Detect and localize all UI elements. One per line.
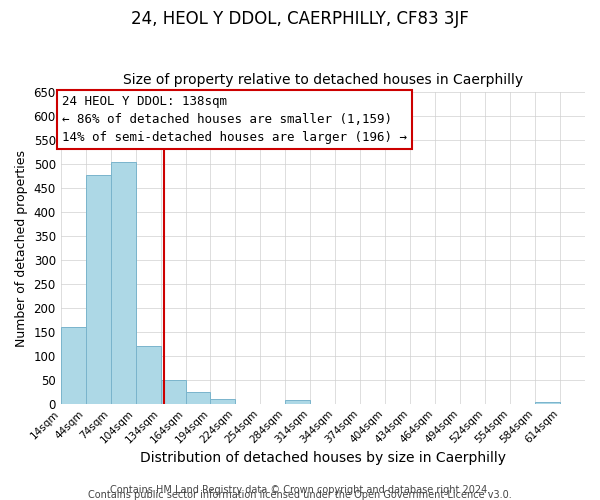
Bar: [136, 346, 161, 404]
Bar: [161, 380, 185, 404]
Y-axis label: Number of detached properties: Number of detached properties: [15, 150, 28, 346]
Text: 24 HEOL Y DDOL: 138sqm
← 86% of detached houses are smaller (1,159)
14% of semi-: 24 HEOL Y DDOL: 138sqm ← 86% of detached…: [62, 94, 407, 144]
X-axis label: Distribution of detached houses by size in Caerphilly: Distribution of detached houses by size …: [140, 451, 506, 465]
Bar: [110, 162, 136, 404]
Text: Contains HM Land Registry data © Crown copyright and database right 2024.: Contains HM Land Registry data © Crown c…: [110, 485, 490, 495]
Text: 24, HEOL Y DDOL, CAERPHILLY, CF83 3JF: 24, HEOL Y DDOL, CAERPHILLY, CF83 3JF: [131, 10, 469, 28]
Bar: [185, 392, 211, 404]
Bar: [286, 400, 310, 404]
Bar: [211, 399, 235, 404]
Bar: [61, 327, 86, 404]
Bar: [86, 174, 110, 404]
Title: Size of property relative to detached houses in Caerphilly: Size of property relative to detached ho…: [123, 73, 523, 87]
Text: Contains public sector information licensed under the Open Government Licence v3: Contains public sector information licen…: [88, 490, 512, 500]
Bar: [535, 402, 560, 404]
